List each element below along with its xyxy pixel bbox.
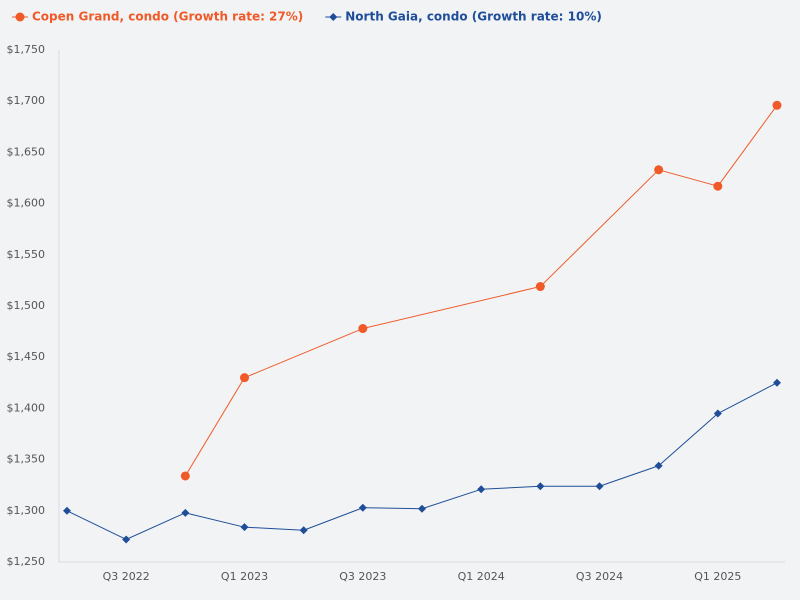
data-point [299,526,308,535]
data-point [654,165,664,175]
data-point [358,324,368,334]
y-tick-label: $1,650 [7,145,46,158]
y-tick-label: $1,700 [7,94,46,107]
line-segment [362,507,423,510]
data-point [181,508,190,517]
line-segment [658,413,719,467]
y-tick-label: $1,750 [7,43,46,56]
data-point [773,378,781,387]
data-point [477,485,486,494]
y-tick-label: $1,300 [7,504,46,517]
legend-text: Copen Grand, condo (Growth rate: 27%) [32,10,303,24]
x-tick-label: Q1 2025 [694,570,741,583]
line-segment [244,328,364,379]
x-tick-label: Q1 2023 [221,570,268,583]
y-tick-label: $1,500 [7,299,46,312]
line-segment [303,507,364,531]
data-point [240,523,249,532]
line-segment [717,382,778,414]
y-tick-label: $1,600 [7,197,46,210]
x-tick-label: Q3 2024 [576,570,623,583]
y-tick-label: $1,400 [7,401,46,414]
legend-text: North Gaia, condo (Growth rate: 10%) [345,10,602,24]
line-segment [658,169,718,187]
data-point [122,535,131,544]
line-segment [362,286,541,330]
data-point [713,409,722,418]
y-tick-label: $1,450 [7,350,46,363]
data-point [713,181,723,191]
y-tick-label: $1,350 [7,453,46,466]
data-point [180,471,190,481]
line-segment [125,512,186,540]
x-tick-label: Q3 2023 [339,570,386,583]
legend-marker [329,13,338,21]
data-point [240,373,249,383]
x-tick-label: Q1 2024 [458,570,505,583]
legend-marker [15,12,25,22]
data-point [418,504,426,513]
x-tick-label: Q3 2022 [103,570,150,583]
line-segment [717,105,778,187]
line-segment [539,169,660,287]
y-tick-label: $1,250 [7,555,46,568]
data-point [358,503,367,512]
data-point [536,482,545,491]
y-tick-label: $1,550 [7,248,46,261]
data-point [772,100,782,110]
line-segment [244,526,304,531]
line-segment [184,377,245,477]
line-segment [421,488,482,510]
data-point [595,482,604,491]
line-segment [481,485,541,490]
data-point [535,282,545,292]
data-point [63,506,71,515]
line-segment [66,510,127,540]
line-segment [599,465,659,487]
line-segment [185,512,245,528]
data-point [654,461,663,470]
